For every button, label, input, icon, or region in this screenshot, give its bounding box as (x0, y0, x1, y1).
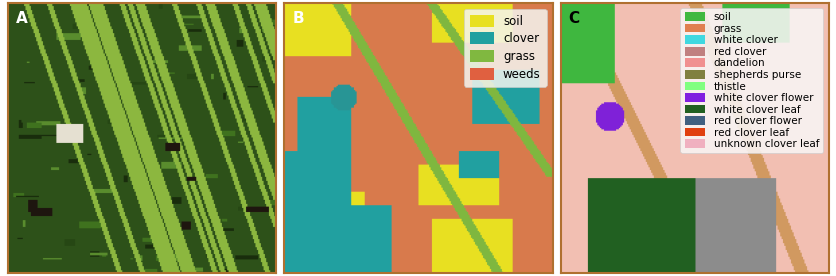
Legend: soil, clover, grass, weeds: soil, clover, grass, weeds (463, 9, 546, 87)
Text: C: C (568, 11, 579, 26)
Text: B: B (292, 11, 303, 26)
Text: A: A (17, 11, 28, 26)
Legend: soil, grass, white clover, red clover, dandelion, shepherds purse, thistle, whit: soil, grass, white clover, red clover, d… (680, 8, 823, 153)
